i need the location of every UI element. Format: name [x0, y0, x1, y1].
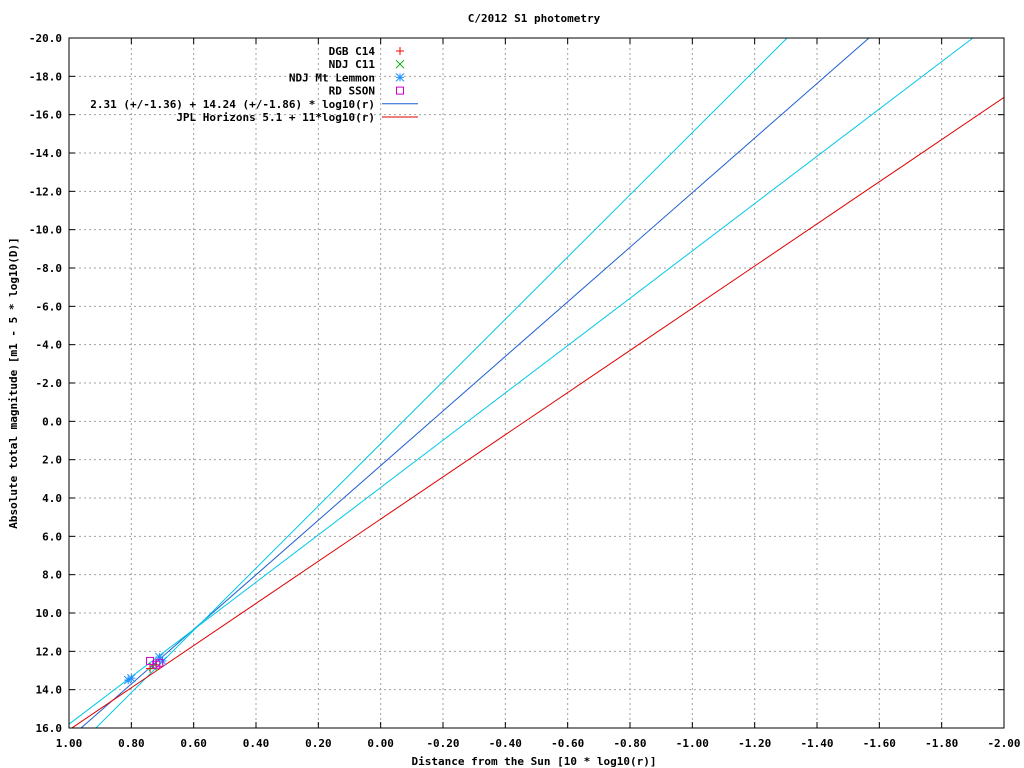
- x-tick-label: -0.60: [551, 737, 584, 750]
- legend-label: 2.31 (+/-1.36) + 14.24 (+/-1.86) * log10…: [90, 98, 375, 111]
- y-tick-label: -20.0: [29, 32, 62, 45]
- y-tick-label: 4.0: [42, 492, 62, 505]
- chart-title: C/2012 S1 photometry: [468, 12, 601, 25]
- legend-marker-sample: [395, 73, 405, 82]
- y-tick-label: -12.0: [29, 185, 62, 198]
- y-tick-label: 0.0: [42, 415, 62, 428]
- x-tick-label: -2.00: [987, 737, 1020, 750]
- x-axis-label: Distance from the Sun [10 * log10(r)]: [411, 755, 656, 768]
- x-tick-labels: 1.00 0.80 0.60 0.40 0.20 0.00 -0.20 -0.40 -0.60 -…: [56, 737, 1021, 750]
- y-tick-label: -6.0: [36, 300, 63, 313]
- fit-lines: [69, 38, 1004, 728]
- legend-label: NDJ C11: [329, 58, 376, 71]
- series-line: [70, 97, 1004, 728]
- series-line: [80, 38, 870, 728]
- x-tick-label: -1.40: [800, 737, 833, 750]
- y-tick-label: 16.0: [36, 722, 63, 735]
- x-tick-label: 0.00: [367, 737, 394, 750]
- plot-frame: [68, 37, 1005, 729]
- y-tick-label: 12.0: [36, 645, 63, 658]
- x-tick-label: -0.20: [426, 737, 459, 750]
- x-tick-label: 1.00: [56, 737, 83, 750]
- y-tick-label: 2.0: [42, 454, 62, 467]
- y-tick-label: -16.0: [29, 109, 62, 122]
- x-tick-label: 0.20: [305, 737, 332, 750]
- y-tick-label: 8.0: [42, 569, 62, 582]
- x-tick-label: 0.40: [243, 737, 270, 750]
- legend-label: JPL Horizons 5.1 + 11*log10(r): [176, 111, 375, 124]
- x-tick-label: -1.60: [863, 737, 896, 750]
- x-tick-label: 0.80: [118, 737, 145, 750]
- x-tick-label: -1.00: [676, 737, 709, 750]
- data-point: [123, 675, 133, 685]
- y-tick-label: -10.0: [29, 224, 62, 237]
- series-line: [69, 38, 974, 725]
- legend-marker-sample: [396, 86, 404, 95]
- x-tick-label: -0.40: [489, 737, 522, 750]
- y-axis-label: Absolute total magnitude [m1 - 5 * log10…: [7, 237, 20, 528]
- legend-marker-sample: [395, 59, 405, 69]
- legend-label: NDJ Mt Lemmon: [289, 71, 375, 84]
- y-tick-label: 10.0: [36, 607, 63, 620]
- data-point: [155, 658, 164, 667]
- data-point: [126, 673, 136, 683]
- legend-marker-sample: [396, 47, 404, 55]
- y-tick-label: -4.0: [36, 339, 63, 352]
- y-tick-label: -2.0: [36, 377, 63, 390]
- x-tick-label: -1.80: [925, 737, 958, 750]
- y-tick-label: -14.0: [29, 147, 62, 160]
- y-tick-label: 6.0: [42, 530, 62, 543]
- y-tick-label: -18.0: [29, 70, 62, 83]
- y-tick-labels: -20.0 -18.0 -16.0 -14.0 -12.0 -10.0 -8.0 -6.0 -4…: [29, 32, 62, 735]
- x-tick-label: -1.20: [738, 737, 771, 750]
- series-line: [95, 38, 788, 728]
- y-tick-label: 14.0: [36, 684, 63, 697]
- legend-label: RD SSON: [329, 85, 375, 98]
- x-tick-label: -0.80: [613, 737, 646, 750]
- legend-label: DGB C14: [329, 45, 376, 58]
- x-tick-label: 0.60: [180, 737, 207, 750]
- grid: [68, 37, 1005, 729]
- data-points: [123, 652, 167, 685]
- y-tick-label: -8.0: [36, 262, 63, 275]
